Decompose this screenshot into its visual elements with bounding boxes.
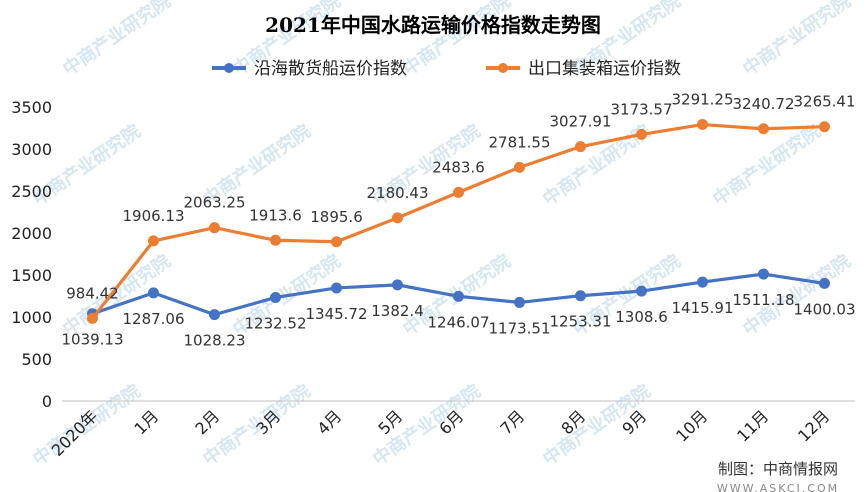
data-point: [148, 287, 159, 299]
data-point: [758, 123, 769, 135]
x-tick-label: 12月: [794, 406, 833, 445]
data-label: 1253.31: [549, 313, 611, 331]
data-point: [453, 290, 464, 302]
data-label: 1906.13: [122, 207, 184, 225]
data-label: 2063.25: [183, 194, 245, 212]
x-tick-label: 4月: [313, 406, 345, 438]
data-point: [758, 268, 769, 280]
legend: 沿海散货船运价指数 出口集装箱运价指数: [212, 59, 681, 79]
credit-url: WWW.ASKCI.COM: [717, 482, 839, 492]
data-label: 2180.43: [366, 184, 428, 202]
data-point: [87, 312, 98, 324]
data-label: 1308.6: [615, 308, 668, 326]
data-label: 984.42: [66, 284, 119, 302]
chart-title: 2021年中国水路运输价格指数走势图: [265, 13, 601, 37]
data-label: 1400.03: [793, 300, 855, 318]
data-label: 1895.6: [310, 208, 363, 226]
data-point: [270, 234, 281, 246]
data-label: 1415.91: [671, 299, 733, 317]
legend-marker: [498, 63, 508, 73]
data-point: [636, 128, 647, 140]
data-label: 1028.23: [183, 332, 245, 350]
data-label: 3027.91: [549, 113, 611, 131]
y-tick-label: 1500: [11, 266, 52, 285]
data-point: [331, 282, 342, 294]
data-point: [636, 285, 647, 297]
data-point: [209, 309, 220, 321]
data-label: 3291.25: [671, 91, 733, 109]
series-layer: [87, 119, 830, 324]
data-point: [514, 296, 525, 308]
data-point: [148, 235, 159, 247]
data-point: [697, 276, 708, 288]
y-tick-label: 0: [42, 392, 52, 411]
x-tick-label: 10月: [672, 406, 711, 445]
data-point: [392, 212, 403, 224]
data-label: 1173.51: [488, 319, 550, 337]
data-label: 1345.72: [305, 305, 367, 323]
x-tick-label: 11月: [733, 406, 772, 445]
data-label: 1382.4: [371, 302, 424, 320]
data-label: 2483.6: [432, 158, 485, 176]
data-label: 1039.13: [61, 331, 123, 349]
data-label: 1246.07: [427, 313, 489, 331]
data-label: 3265.41: [793, 93, 855, 111]
y-tick-label: 1000: [11, 308, 52, 327]
data-point: [453, 186, 464, 198]
data-point: [331, 236, 342, 248]
data-point: [514, 161, 525, 173]
x-tick-label: 7月: [496, 406, 528, 438]
credit-text: 制图：中商情报网: [718, 460, 838, 478]
y-tick-label: 2500: [11, 182, 52, 201]
data-label: 3173.57: [610, 100, 672, 118]
watermark-text: 中商产业研究院: [739, 0, 855, 80]
data-point: [575, 290, 586, 302]
legend-marker: [224, 63, 234, 73]
data-point: [697, 119, 708, 131]
data-label: 1913.6: [249, 206, 302, 224]
y-tick-label: 500: [21, 350, 52, 369]
data-point: [575, 141, 586, 153]
x-tick-label: 1月: [130, 406, 162, 438]
data-point: [819, 277, 830, 289]
data-point: [392, 279, 403, 291]
watermark-layer: 中商产业研究院 中商产业研究院 中商产业研究院 中商产业研究院 中商产业研究院中商产业研…: [29, 0, 855, 470]
x-tick-label: 2月: [191, 406, 223, 438]
watermark-text: 中商产业研究院: [709, 120, 825, 210]
data-label: 3240.72: [732, 95, 794, 113]
legend-label: 出口集装箱运价指数: [528, 59, 681, 79]
y-tick-label: 3000: [11, 140, 52, 159]
data-point: [270, 291, 281, 303]
data-point: [819, 121, 830, 133]
data-label: 1511.18: [732, 291, 794, 309]
data-label: 2781.55: [488, 133, 550, 151]
data-label: 1287.06: [122, 310, 184, 328]
data-point: [209, 222, 220, 234]
legend-label: 沿海散货船运价指数: [254, 59, 407, 79]
y-tick-label: 2000: [11, 224, 52, 243]
y-tick-label: 3500: [11, 98, 52, 117]
data-label: 1232.52: [244, 314, 306, 332]
watermark-text: 中商产业研究院: [59, 0, 175, 80]
